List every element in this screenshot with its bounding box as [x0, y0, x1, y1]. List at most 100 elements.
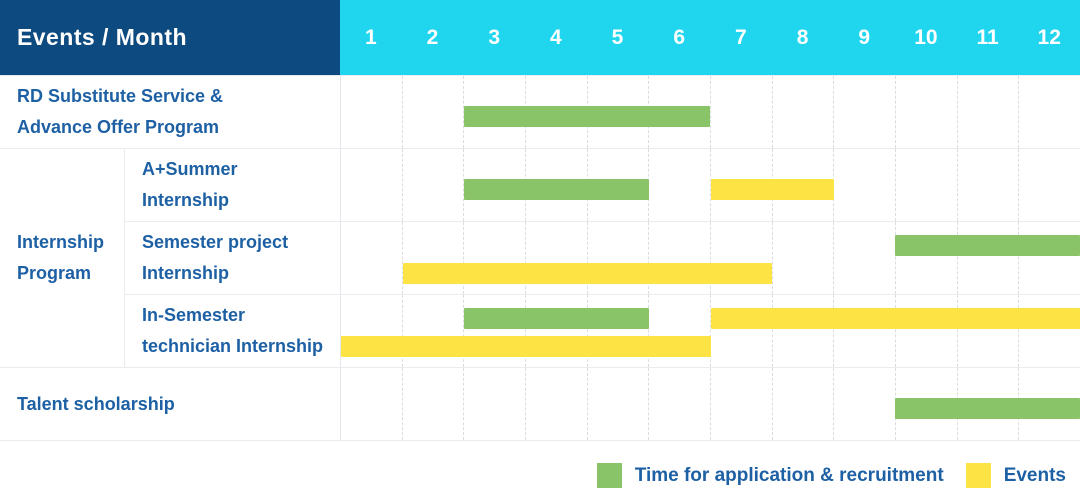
legend-item-event: Events [965, 463, 1066, 488]
month-gridline-cell [771, 222, 834, 294]
row-label-line: RD Substitute Service & [17, 86, 224, 106]
table-row: RD Substitute Service & Advance Offer Pro… [0, 75, 1080, 148]
month-gridline-cell [525, 295, 587, 367]
event-bar [710, 179, 834, 200]
month-gridline-cell [401, 149, 464, 221]
month-gridline-cell [401, 222, 464, 294]
month-gridline-cell [341, 222, 402, 294]
month-header-12: 12 [1037, 25, 1061, 49]
month-gridline-cell [341, 149, 402, 221]
month-gridline-cell [1018, 149, 1080, 221]
month-gridline-cell [648, 149, 710, 221]
month-gridline-cell [833, 76, 895, 148]
legend-label-event: Events [1003, 464, 1066, 486]
table-row: In-Semester technician Internship [0, 294, 1080, 367]
row-chart-area [340, 294, 1080, 367]
month-gridline-cell [771, 76, 834, 148]
month-gridline-cell [895, 149, 957, 221]
row-label-line: In-Semester [142, 305, 246, 325]
month-gridline-cell [341, 76, 402, 148]
month-gridline-cell [833, 368, 895, 440]
month-header-3: 3 [488, 25, 501, 49]
month-gridline-cell [401, 295, 464, 367]
row-label-line: Advance Offer Program [17, 117, 220, 137]
legend-label-recruitment: Time for application & recruitment [634, 464, 944, 486]
month-gridline-cell [1018, 222, 1080, 294]
event-bar [710, 308, 1080, 329]
row-label-line: technician Internship [142, 336, 324, 356]
table-body: RD Substitute Service & Advance Offer Pro… [0, 75, 1080, 441]
month-gridline-cell [710, 222, 772, 294]
month-header-1: 1 [364, 25, 377, 49]
month-gridline-cell [648, 368, 710, 440]
month-gridline-cell [463, 222, 525, 294]
row-chart-area [340, 221, 1080, 294]
row-label-cell: RD Substitute Service & Advance Offer Pro… [0, 75, 340, 148]
month-gridline-cell [771, 368, 834, 440]
month-header-4: 4 [550, 25, 562, 49]
group-label-line: Internship [17, 231, 105, 252]
row-label-line: Talent scholarship [17, 393, 175, 414]
month-gridline-cell [710, 76, 772, 148]
month-gridline-cell [463, 368, 525, 440]
month-gridline-cell [463, 76, 525, 148]
month-gridline-cell [833, 222, 895, 294]
row-label-line: Internship [142, 190, 230, 210]
month-gridline-cell [525, 368, 587, 440]
recruitment-bar [895, 235, 1080, 256]
table-header: Events / Month 1 2 3 4 5 6 7 8 9 10 11 12 [0, 0, 1080, 75]
month-gridline-cell [586, 368, 649, 440]
month-gridline-cell [648, 295, 710, 367]
month-gridline-cell [833, 295, 895, 367]
month-gridline-cell [771, 295, 834, 367]
row-label-line: A+Summer [142, 159, 238, 179]
row-label-cell: Semester project Internship [124, 221, 340, 294]
row-label-cell: Talent scholarship [0, 367, 340, 440]
month-gridline-cell [956, 76, 1019, 148]
row-label-line: Internship [142, 263, 230, 283]
recruitment-bar [895, 398, 1080, 419]
recruitment-bar [464, 308, 649, 329]
table-row: Talent scholarship [0, 367, 1080, 440]
month-gridline-cell [463, 295, 525, 367]
month-gridline-cell [463, 149, 525, 221]
row-chart-area [340, 75, 1080, 148]
month-gridline-cell [895, 295, 957, 367]
legend-item-recruitment: Time for application & recruitment [596, 463, 944, 488]
event-bar [341, 336, 711, 357]
month-gridline-cell [648, 222, 710, 294]
month-gridline-cell [401, 76, 464, 148]
month-header-5: 5 [611, 25, 624, 49]
month-gridline-cell [710, 295, 772, 367]
month-gridline-cell [586, 295, 649, 367]
recruitment-bar [464, 106, 711, 127]
month-gridline-cell [895, 222, 957, 294]
month-gridline-cell [586, 222, 649, 294]
row-label-cell: A+Summer Internship [124, 148, 340, 221]
legend: Time for application & recruitment Events [596, 463, 1066, 488]
header-events-month-cell: Events / Month [0, 0, 340, 75]
month-header-6: 6 [673, 25, 686, 49]
row-label-line: Semester project [142, 232, 289, 252]
month-gridline-cell [341, 368, 402, 440]
month-header-9: 9 [858, 25, 871, 49]
table-row: A+Summer Internship [0, 148, 1080, 221]
month-header-7: 7 [735, 25, 747, 49]
recruitment-swatch [596, 463, 622, 488]
row-label-cell: In-Semester technician Internship [124, 294, 340, 367]
row-chart-area [340, 148, 1080, 221]
month-gridline-cell [1018, 295, 1080, 367]
month-gridline-cell [1018, 76, 1080, 148]
month-header-8: 8 [796, 25, 809, 49]
event-swatch [965, 463, 991, 488]
group-label-line: Program [17, 262, 92, 283]
month-header-2: 2 [426, 25, 439, 49]
group-cell-internship-program: Internship Program [0, 148, 124, 367]
month-gridline-cell [401, 368, 464, 440]
row-chart-area [340, 367, 1080, 440]
month-header-11: 11 [976, 25, 999, 49]
month-gridline-cell [895, 76, 957, 148]
month-gridline-cell [956, 149, 1019, 221]
recruitment-bar [464, 179, 649, 200]
